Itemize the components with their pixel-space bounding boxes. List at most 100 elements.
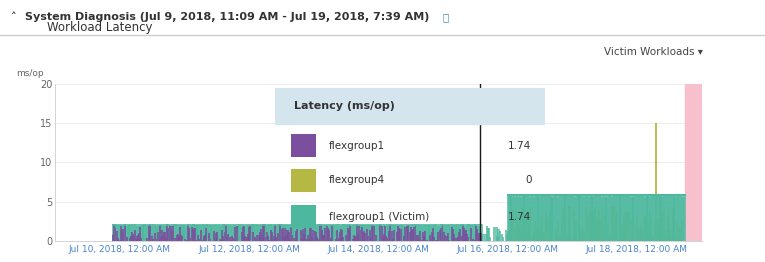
Bar <box>291 227 292 241</box>
Bar <box>607 195 610 241</box>
Bar <box>574 196 576 241</box>
Bar <box>252 232 253 241</box>
Bar <box>585 207 587 241</box>
Bar <box>541 195 543 241</box>
Bar <box>429 225 431 241</box>
Bar <box>539 195 542 241</box>
Bar <box>253 226 256 241</box>
Bar <box>174 225 176 241</box>
Bar <box>438 232 439 241</box>
Bar <box>675 196 677 241</box>
Bar <box>164 226 166 241</box>
Bar <box>599 195 601 241</box>
Bar <box>565 196 568 241</box>
Bar <box>609 234 610 241</box>
Bar <box>521 194 523 241</box>
Bar <box>436 240 438 241</box>
Bar <box>649 221 652 241</box>
Bar <box>418 225 420 241</box>
Bar <box>290 225 292 241</box>
Bar <box>363 225 366 241</box>
Bar <box>431 232 433 241</box>
Bar <box>189 226 191 241</box>
Bar <box>593 211 594 241</box>
Bar <box>347 228 349 241</box>
Bar <box>171 231 173 241</box>
Bar <box>249 234 252 241</box>
Bar <box>337 226 340 241</box>
Bar <box>478 226 480 241</box>
Bar <box>622 227 623 241</box>
Bar <box>458 225 461 241</box>
Bar <box>376 236 378 241</box>
Bar <box>575 221 578 241</box>
Bar <box>384 226 386 241</box>
Bar <box>488 228 490 241</box>
Bar <box>262 235 263 241</box>
Bar <box>685 84 721 241</box>
Bar <box>178 225 181 241</box>
Bar <box>161 226 163 241</box>
Bar <box>614 224 616 241</box>
Bar <box>612 195 614 241</box>
Bar <box>328 226 330 241</box>
Bar <box>412 226 415 241</box>
Bar <box>478 239 480 241</box>
Bar <box>562 194 565 241</box>
Bar <box>194 225 197 241</box>
Bar <box>129 238 131 241</box>
Bar <box>462 239 464 241</box>
Bar <box>122 239 124 241</box>
Bar <box>310 226 312 241</box>
Bar <box>259 225 262 241</box>
Bar <box>354 225 356 241</box>
Bar <box>255 236 257 241</box>
Bar <box>216 226 220 241</box>
Bar <box>451 224 454 241</box>
Bar <box>122 226 124 241</box>
Bar <box>418 225 421 241</box>
Bar <box>502 237 504 241</box>
Bar <box>633 196 635 241</box>
Bar <box>495 227 497 241</box>
Bar <box>129 237 131 241</box>
Bar <box>465 231 467 241</box>
Bar <box>594 195 597 241</box>
Bar <box>118 225 120 241</box>
Bar <box>654 225 656 241</box>
Bar <box>586 194 588 241</box>
Bar <box>324 225 326 241</box>
Bar <box>331 226 334 241</box>
Bar <box>223 224 225 241</box>
Bar <box>639 230 641 241</box>
Bar <box>649 197 651 241</box>
Bar <box>315 226 317 241</box>
Bar <box>344 240 347 241</box>
Bar <box>475 226 477 241</box>
Bar <box>519 219 521 241</box>
Bar <box>464 231 466 241</box>
Bar <box>470 225 472 241</box>
Bar <box>256 225 258 241</box>
Bar <box>457 224 459 241</box>
Bar <box>289 239 291 241</box>
Bar <box>263 224 265 241</box>
Bar <box>378 240 379 241</box>
Bar <box>132 226 134 241</box>
Bar <box>357 234 360 241</box>
Bar <box>243 226 245 241</box>
Bar <box>630 197 633 241</box>
Bar <box>562 208 565 241</box>
Bar <box>352 225 354 241</box>
Bar <box>640 225 642 241</box>
Bar <box>358 225 360 241</box>
Bar <box>276 238 278 241</box>
Bar <box>247 234 249 241</box>
Bar <box>145 238 147 241</box>
Bar <box>271 232 273 241</box>
Bar <box>203 225 205 241</box>
Bar <box>173 239 174 241</box>
Bar <box>194 228 195 241</box>
Bar <box>347 230 350 241</box>
Bar <box>129 226 132 241</box>
